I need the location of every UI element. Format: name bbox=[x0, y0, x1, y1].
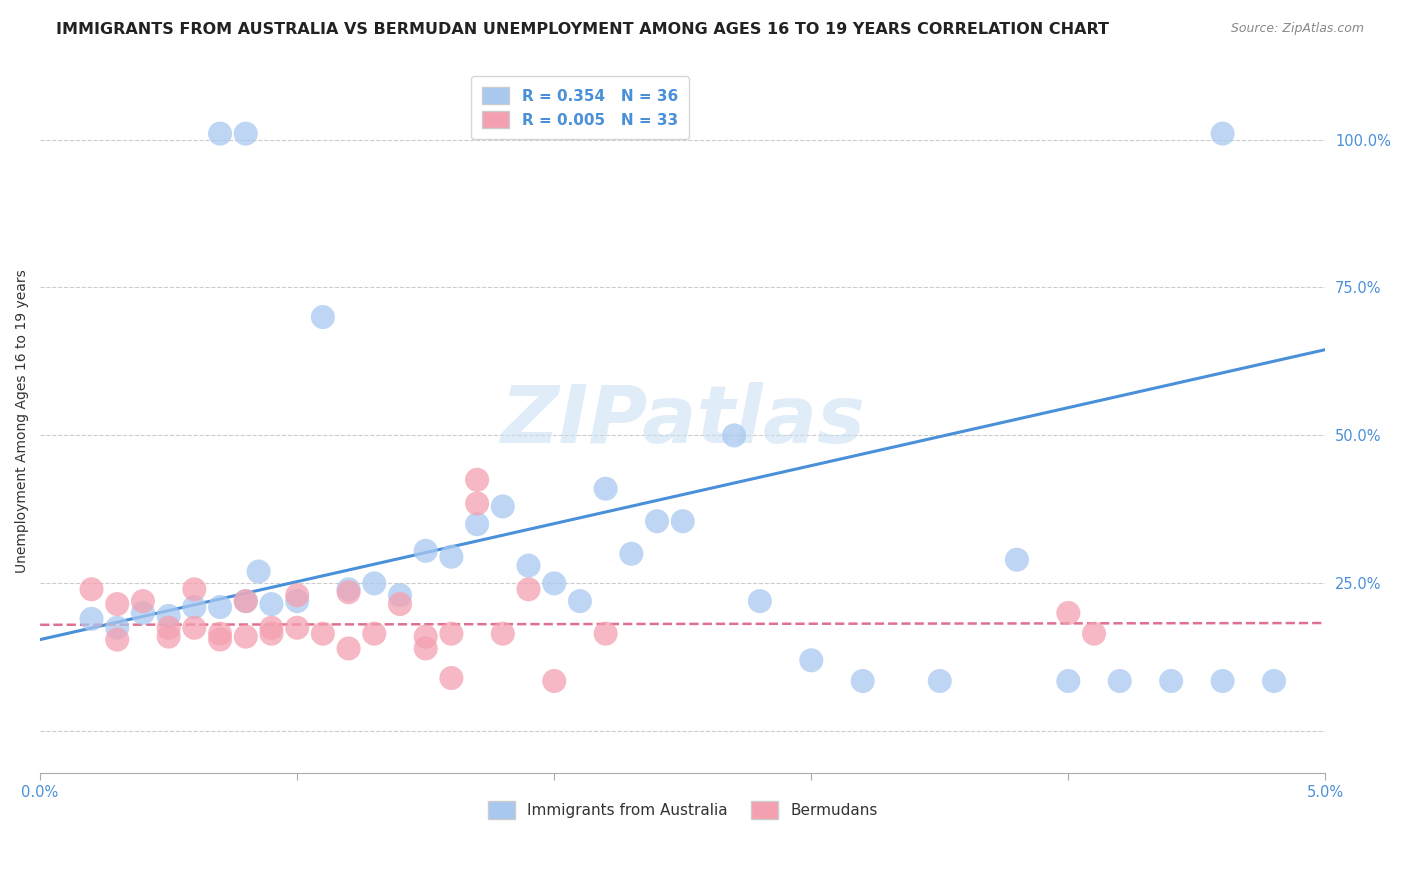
Point bbox=[672, 514, 695, 528]
Point bbox=[337, 585, 360, 599]
Point bbox=[568, 594, 591, 608]
Point bbox=[260, 597, 283, 611]
Point bbox=[1108, 673, 1130, 688]
Point bbox=[723, 428, 745, 442]
Point bbox=[157, 608, 180, 623]
Point bbox=[80, 612, 103, 626]
Point bbox=[1263, 673, 1285, 688]
Point bbox=[415, 630, 437, 644]
Point bbox=[645, 514, 668, 528]
Point bbox=[132, 606, 155, 620]
Point bbox=[1160, 673, 1182, 688]
Point bbox=[209, 127, 232, 141]
Point bbox=[285, 594, 308, 608]
Point bbox=[209, 632, 232, 647]
Point bbox=[492, 500, 515, 514]
Point bbox=[105, 597, 128, 611]
Text: IMMIGRANTS FROM AUSTRALIA VS BERMUDAN UNEMPLOYMENT AMONG AGES 16 TO 19 YEARS COR: IMMIGRANTS FROM AUSTRALIA VS BERMUDAN UN… bbox=[56, 22, 1109, 37]
Point bbox=[235, 594, 257, 608]
Point bbox=[80, 582, 103, 597]
Point bbox=[260, 621, 283, 635]
Point bbox=[312, 626, 335, 640]
Point bbox=[183, 600, 205, 615]
Point bbox=[105, 621, 128, 635]
Point bbox=[1057, 606, 1080, 620]
Point bbox=[440, 626, 463, 640]
Point bbox=[440, 549, 463, 564]
Point bbox=[209, 626, 232, 640]
Point bbox=[543, 673, 565, 688]
Point bbox=[363, 626, 385, 640]
Point bbox=[337, 582, 360, 597]
Point bbox=[388, 597, 411, 611]
Point bbox=[312, 310, 335, 324]
Point bbox=[415, 641, 437, 656]
Point bbox=[415, 544, 437, 558]
Point bbox=[260, 626, 283, 640]
Point bbox=[363, 576, 385, 591]
Point bbox=[235, 630, 257, 644]
Point bbox=[209, 600, 232, 615]
Point bbox=[183, 582, 205, 597]
Text: Source: ZipAtlas.com: Source: ZipAtlas.com bbox=[1230, 22, 1364, 36]
Point bbox=[1083, 626, 1105, 640]
Point bbox=[247, 565, 270, 579]
Point bbox=[440, 671, 463, 685]
Point bbox=[157, 630, 180, 644]
Point bbox=[285, 588, 308, 602]
Point bbox=[595, 482, 617, 496]
Point bbox=[543, 576, 565, 591]
Point bbox=[1057, 673, 1080, 688]
Point bbox=[235, 127, 257, 141]
Point bbox=[492, 626, 515, 640]
Point bbox=[337, 641, 360, 656]
Point bbox=[183, 621, 205, 635]
Point bbox=[465, 517, 488, 532]
Point bbox=[1005, 552, 1028, 566]
Point bbox=[748, 594, 770, 608]
Point bbox=[928, 673, 950, 688]
Point bbox=[517, 558, 540, 573]
Point bbox=[465, 496, 488, 510]
Point bbox=[465, 473, 488, 487]
Text: ZIPatlas: ZIPatlas bbox=[501, 382, 865, 459]
Point bbox=[388, 588, 411, 602]
Point bbox=[620, 547, 643, 561]
Point bbox=[132, 594, 155, 608]
Point bbox=[235, 594, 257, 608]
Point bbox=[800, 653, 823, 667]
Y-axis label: Unemployment Among Ages 16 to 19 years: Unemployment Among Ages 16 to 19 years bbox=[15, 268, 30, 573]
Point bbox=[595, 626, 617, 640]
Point bbox=[1212, 127, 1234, 141]
Point bbox=[157, 621, 180, 635]
Point bbox=[517, 582, 540, 597]
Point bbox=[852, 673, 875, 688]
Point bbox=[1212, 673, 1234, 688]
Point bbox=[285, 621, 308, 635]
Point bbox=[105, 632, 128, 647]
Legend: Immigrants from Australia, Bermudans: Immigrants from Australia, Bermudans bbox=[481, 795, 884, 825]
